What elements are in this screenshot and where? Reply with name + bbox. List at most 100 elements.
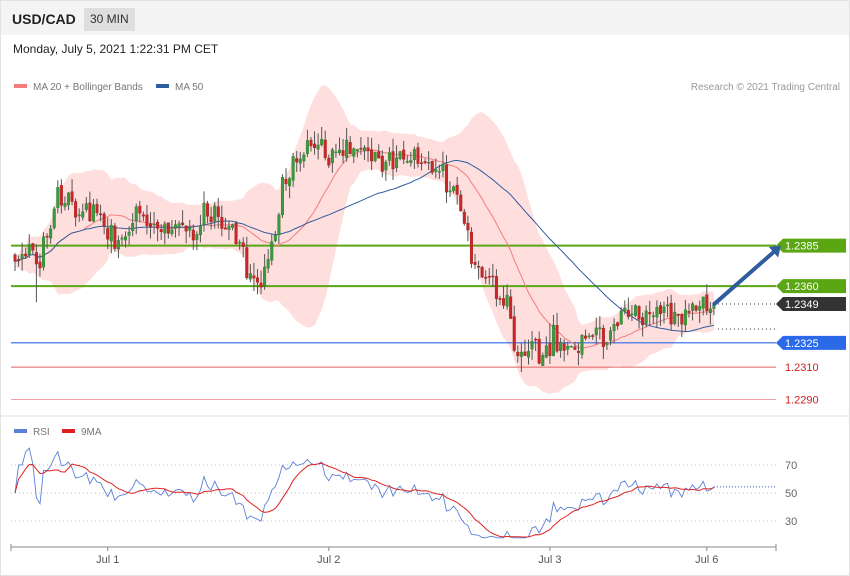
candle <box>698 300 702 324</box>
candle-body-up <box>266 259 270 269</box>
candle-body-down <box>416 147 420 164</box>
candle <box>584 329 588 341</box>
candle <box>555 312 559 353</box>
candle-body-up <box>441 164 445 171</box>
candle <box>156 219 160 242</box>
candle <box>45 233 49 249</box>
candle-body-down <box>252 275 256 279</box>
candle-body-up <box>559 341 563 351</box>
candle-body-down <box>209 216 213 223</box>
candle <box>177 220 181 236</box>
candle <box>70 179 74 206</box>
candle-body-down <box>348 142 352 155</box>
candle <box>701 296 705 316</box>
candle <box>355 148 359 158</box>
candle <box>270 234 274 266</box>
ma50-legend-swatch <box>156 84 169 88</box>
candle <box>59 179 63 214</box>
candle <box>359 137 363 155</box>
candle <box>34 244 38 303</box>
candle-body-up <box>362 147 366 152</box>
candle-body-down <box>480 266 484 278</box>
candle <box>259 270 263 295</box>
candle-body-down <box>509 296 513 319</box>
candle <box>541 352 545 366</box>
candle-body-up <box>691 303 695 311</box>
candle <box>145 205 149 235</box>
candle-body-down <box>370 149 374 162</box>
candle-body-down <box>156 221 160 229</box>
candle <box>377 144 381 159</box>
candle <box>163 221 167 245</box>
candle-body-up <box>594 327 598 336</box>
resistance-tag-0 <box>776 238 846 253</box>
candle-body-up <box>434 169 438 172</box>
candle-body-up <box>541 355 545 366</box>
candle <box>576 342 580 366</box>
candle-body-down <box>17 259 21 261</box>
candle-body-up <box>519 351 523 357</box>
candle-body-down <box>469 231 473 264</box>
candle <box>248 264 252 283</box>
candle <box>216 198 220 229</box>
candle <box>505 284 509 310</box>
candle-body-up <box>213 205 217 222</box>
candle <box>277 212 281 244</box>
candle <box>694 304 698 313</box>
forecast-arrow-line <box>712 250 776 306</box>
candle-body-down <box>658 305 662 315</box>
candle <box>605 341 609 350</box>
candle-body-up <box>569 346 573 348</box>
candle-body-up <box>619 310 623 325</box>
candle-body-down <box>309 139 313 147</box>
candle <box>516 345 520 363</box>
candle <box>420 153 424 171</box>
candle <box>362 145 366 161</box>
candle <box>651 311 655 324</box>
candle <box>609 326 613 346</box>
candle <box>24 247 28 260</box>
candle <box>658 301 662 326</box>
candle <box>198 214 202 243</box>
candle <box>487 268 491 285</box>
candle-body-down <box>680 314 684 325</box>
candle <box>313 131 317 155</box>
candle-body-up <box>56 187 60 208</box>
candle-body-down <box>584 335 588 339</box>
candle-body-up <box>698 306 702 311</box>
candle <box>206 200 210 224</box>
candle-body-up <box>623 307 627 312</box>
candle <box>409 151 413 167</box>
candle <box>566 341 570 356</box>
candle-body-up <box>173 224 177 229</box>
candle-body-up <box>280 177 284 216</box>
candle-body-down <box>491 275 495 278</box>
candle-body-down <box>555 325 559 352</box>
candle <box>444 155 448 204</box>
candle-body-up <box>66 192 70 206</box>
candle <box>683 299 687 332</box>
resistance-tag-1 <box>776 279 846 294</box>
candle <box>530 331 534 360</box>
candle <box>77 208 81 222</box>
candle <box>295 150 299 172</box>
candle <box>74 198 78 227</box>
candle-body-up <box>248 273 252 280</box>
candle-body-down <box>687 311 691 313</box>
candle-body-down <box>705 294 709 311</box>
candle-body-down <box>487 276 491 278</box>
candle-body-up <box>49 228 53 239</box>
candle-body-down <box>366 147 370 152</box>
candle <box>502 285 506 309</box>
timeframe-badge[interactable]: 30 MIN <box>84 8 135 31</box>
candle-body-down <box>284 178 288 185</box>
candle <box>188 219 192 238</box>
candle-body-down <box>466 223 470 231</box>
candle <box>106 217 110 250</box>
candle <box>676 313 680 327</box>
candle <box>648 300 652 326</box>
candle <box>323 130 327 161</box>
candle <box>191 224 195 250</box>
candle-body-up <box>605 342 609 346</box>
rsi-panel: RSI 9MA 70 50 30 <box>11 427 797 539</box>
